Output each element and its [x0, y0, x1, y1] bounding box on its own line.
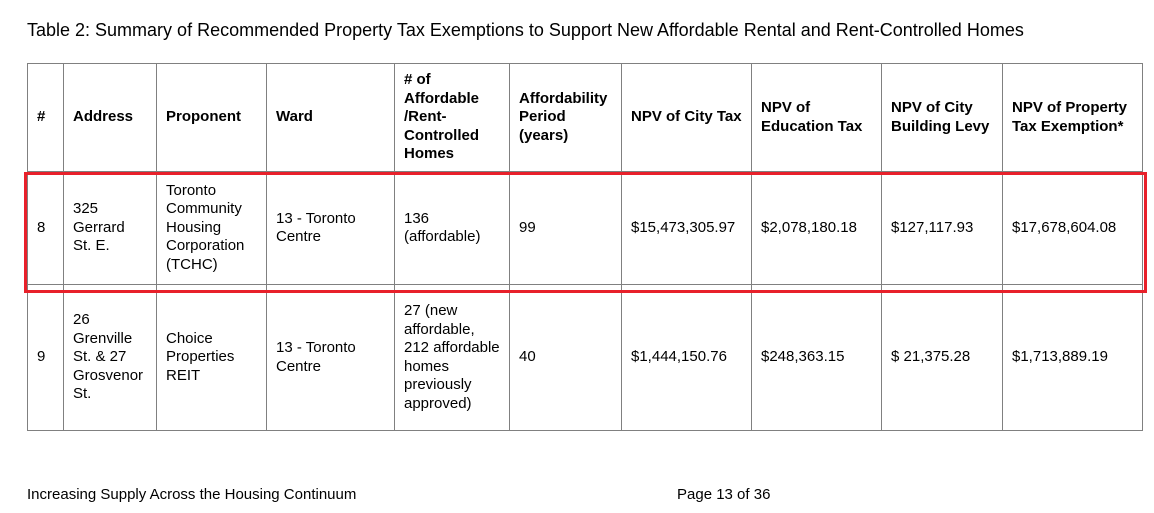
cell-ward: 13 - Toronto Centre: [266, 284, 395, 431]
cell-number: 8: [27, 171, 64, 285]
cell-homes: 27 (new affordable, 212 affordable homes…: [394, 284, 510, 431]
cell-ward: 13 - Toronto Centre: [266, 171, 395, 285]
header-ward: Ward: [266, 63, 395, 172]
table-title: Table 2: Summary of Recommended Property…: [27, 20, 1024, 40]
header-proponent: Proponent: [156, 63, 267, 172]
cell-npv-city-tax: $15,473,305.97: [621, 171, 752, 285]
cell-npv-city-building-levy: $127,117.93: [881, 171, 1003, 285]
header-npv-property-tax-exemption: NPV of Property Tax Exemption*: [1002, 63, 1143, 172]
cell-proponent: Choice Properties REIT: [156, 284, 267, 431]
cell-number: 9: [27, 284, 64, 431]
cell-address: 26 Grenville St. & 27 Grosvenor St.: [63, 284, 157, 431]
table-row: 9 26 Grenville St. & 27 Grosvenor St. Ch…: [27, 284, 1143, 431]
footer-document-title: Increasing Supply Across the Housing Con…: [27, 486, 357, 503]
cell-period: 99: [509, 171, 622, 285]
cell-npv-education-tax: $248,363.15: [751, 284, 882, 431]
cell-npv-property-tax-exemption: $1,713,889.19: [1002, 284, 1143, 431]
cell-npv-property-tax-exemption: $17,678,604.08: [1002, 171, 1143, 285]
footer-page-number: Page 13 of 36: [677, 486, 771, 503]
cell-npv-education-tax: $2,078,180.18: [751, 171, 882, 285]
tax-exemption-table: # Address Proponent Ward # of Affordable…: [27, 63, 1143, 431]
header-npv-education-tax: NPV of Education Tax: [751, 63, 882, 172]
header-number: #: [27, 63, 64, 172]
cell-npv-city-tax: $1,444,150.76: [621, 284, 752, 431]
cell-npv-city-building-levy: $ 21,375.28: [881, 284, 1003, 431]
cell-homes: 136 (affordable): [394, 171, 510, 285]
header-npv-city-tax: NPV of City Tax: [621, 63, 752, 172]
header-address: Address: [63, 63, 157, 172]
header-npv-city-building-levy: NPV of City Building Levy: [881, 63, 1003, 172]
header-homes: # of Affordable /Rent-Controlled Homes: [394, 63, 510, 172]
cell-address: 325 Gerrard St. E.: [63, 171, 157, 285]
cell-proponent: Toronto Community Housing Corporation (T…: [156, 171, 267, 285]
table-row: 8 325 Gerrard St. E. Toronto Community H…: [27, 171, 1143, 285]
header-affordability-period: Affordability Period (years): [509, 63, 622, 172]
cell-period: 40: [509, 284, 622, 431]
table-header-row: # Address Proponent Ward # of Affordable…: [27, 63, 1143, 172]
